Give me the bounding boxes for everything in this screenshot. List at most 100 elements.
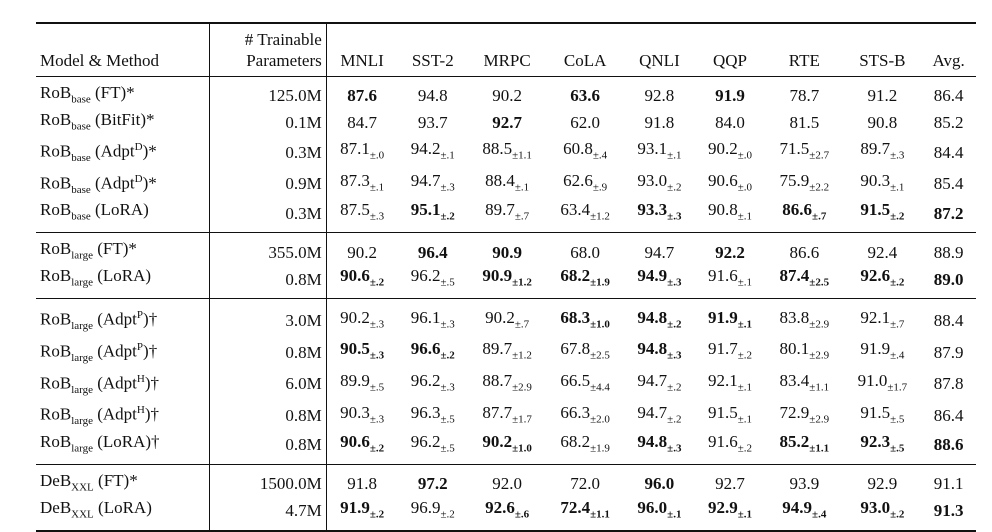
params-cell: 0.3M — [209, 200, 327, 233]
score: 90.2 — [347, 242, 377, 262]
score: 91.9 — [340, 497, 370, 517]
model-text: (FT)* — [93, 470, 138, 490]
score: 68.3 — [560, 307, 591, 327]
score-cell: 85.2±1.1 — [765, 432, 843, 464]
score: 90.2 — [492, 86, 522, 106]
score-cell: 87.8 — [921, 369, 976, 401]
model-text: (Adpt — [92, 404, 137, 424]
header-text: SST-2 — [411, 50, 454, 70]
model-text: XXL — [71, 481, 94, 494]
score: 94.9 — [637, 266, 668, 286]
std-dev: ±2.5 — [809, 276, 830, 289]
std-dev: ±1.9 — [590, 442, 610, 455]
score: 92.3 — [860, 431, 891, 451]
score: 91.9 — [860, 339, 891, 359]
std-dev: ±.1 — [737, 508, 753, 521]
score: 83.8 — [779, 307, 810, 327]
model-text: P — [136, 309, 144, 322]
score: 75.9 — [779, 171, 810, 191]
score: 89.7 — [482, 339, 513, 359]
score-cell: 90.2±.3 — [326, 299, 397, 337]
score: 91.7 — [707, 339, 738, 359]
header-text: CoLA — [563, 50, 607, 70]
model-text: (FT)* — [90, 83, 135, 103]
std-dev: ±.2 — [890, 210, 905, 223]
std-dev: ±.1 — [737, 381, 753, 394]
model-text: DeB — [40, 470, 72, 490]
std-dev: ±.5 — [440, 276, 455, 289]
model-text: (LoRA) — [93, 497, 152, 517]
score-cell: 92.7 — [468, 110, 546, 137]
std-dev: ±.1 — [737, 318, 753, 331]
score: 94.8 — [637, 431, 668, 451]
score: 88.4 — [933, 310, 964, 330]
model-text: )† — [144, 404, 160, 424]
table-row: DeBXXL (FT)* 1500.0M 91.8 97.2 92.0 72.0 96.0 9… — [36, 464, 976, 498]
score: 95.1 — [410, 200, 441, 220]
params-text: 0.8M — [285, 435, 322, 455]
score-cell: 85.2 — [921, 110, 976, 137]
score: 91.6 — [707, 431, 738, 451]
score: 62.0 — [570, 113, 600, 133]
table-row: RoBlarge (LoRA)† 0.8M 90.6±.2 96.2±.5 90.2±1… — [36, 431, 976, 465]
score-cell: 91.5±.2 — [843, 200, 921, 232]
score: 92.7 — [492, 113, 522, 133]
std-dev: ±.2 — [369, 276, 385, 289]
score-cell: 84.4 — [921, 137, 976, 169]
score: 89.0 — [933, 269, 964, 289]
model-text: )* — [142, 173, 157, 193]
model-text: RoB — [40, 266, 72, 286]
score-cell: 72.4±1.1 — [546, 498, 624, 531]
score: 94.7 — [637, 371, 668, 390]
std-dev: ±.3 — [440, 381, 455, 394]
score-cell: 90.2±.7 — [468, 299, 546, 337]
score-cell: 91.8 — [624, 110, 695, 137]
header-cell: QQP — [694, 22, 766, 77]
table-row: RoBbase (FT)* 125.0M 87.6 94.8 90.2 63.6 92.8 9… — [36, 76, 976, 111]
score-cell: 66.5±4.4 — [546, 369, 624, 401]
row-group: RoBlarge (AdptP)† 3.0M 90.2±.3 96.1±.3 90.2±… — [36, 298, 976, 465]
std-dev: ±4.4 — [590, 381, 610, 394]
score-cell: 89.7±1.2 — [468, 337, 546, 369]
params-text: 6.0M — [285, 374, 322, 394]
model-text: RoB — [40, 110, 72, 130]
score: 68.2 — [560, 431, 591, 451]
score: 91.3 — [933, 501, 964, 521]
score-cell: 87.9 — [921, 337, 976, 369]
score-cell: 94.7 — [624, 233, 695, 266]
params-cell: 0.3M — [209, 137, 327, 169]
table-row: RoBlarge (AdptP)† 3.0M 90.2±.3 96.1±.3 90.2±… — [36, 298, 976, 338]
score-cell: 94.8 — [398, 77, 469, 110]
score-cell: 62.0 — [546, 110, 624, 137]
params-cell: 1500.0M — [209, 464, 327, 498]
score-cell: 96.1±.3 — [398, 299, 469, 337]
score-cell: 89.7±.7 — [468, 200, 546, 232]
score: 96.4 — [417, 242, 448, 262]
model-text: H — [136, 372, 145, 385]
model-cell: RoBlarge (AdptP)† — [36, 337, 211, 369]
score: 90.6 — [340, 431, 370, 451]
params-cell: 0.1M — [209, 110, 327, 138]
std-dev: ±.3 — [667, 442, 682, 455]
model-text: (BitFit)* — [90, 110, 155, 130]
score: 88.5 — [482, 139, 513, 159]
std-dev: ±.0 — [737, 149, 753, 162]
score-cell: 68.0 — [546, 233, 624, 266]
std-dev: ±.3 — [369, 349, 385, 362]
score: 96.9 — [410, 497, 441, 517]
score-cell: 91.9 — [695, 77, 766, 110]
std-dev: ±.3 — [440, 318, 455, 331]
model-text: base — [71, 93, 91, 106]
score: 92.1 — [860, 307, 891, 327]
model-text: (Adpt — [92, 373, 137, 393]
score-cell: 89.7±.3 — [843, 137, 921, 169]
score-cell: 94.7±.2 — [624, 369, 695, 401]
std-dev: ±1.1 — [809, 381, 830, 394]
score-cell: 72.0 — [546, 464, 624, 497]
score-cell: 94.8±.3 — [624, 432, 695, 464]
score: 88.7 — [482, 371, 513, 390]
score: 66.3 — [560, 402, 591, 422]
score-cell: 94.7±.2 — [624, 400, 695, 432]
score: 96.3 — [410, 402, 441, 422]
std-dev: ±.5 — [440, 442, 455, 455]
